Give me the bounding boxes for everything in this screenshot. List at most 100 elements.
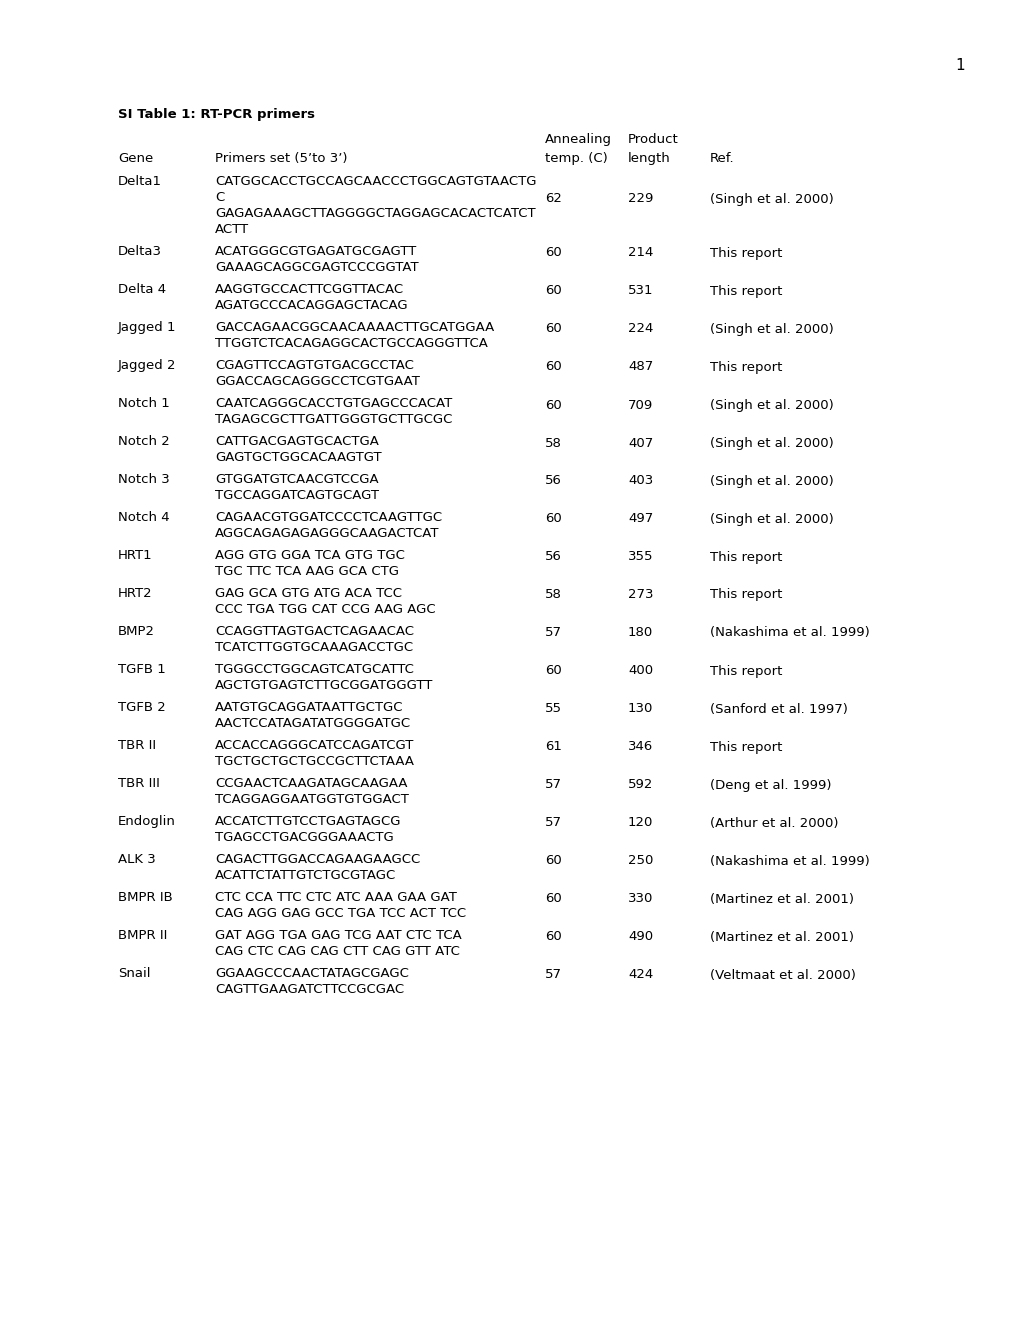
Text: CAG AGG GAG GCC TGA TCC ACT TCC: CAG AGG GAG GCC TGA TCC ACT TCC — [215, 907, 466, 920]
Text: 250: 250 — [628, 854, 653, 867]
Text: 57: 57 — [544, 969, 561, 982]
Text: GAAAGCAGGCGAGTCCCGGTAT: GAAAGCAGGCGAGTCCCGGTAT — [215, 261, 418, 275]
Text: AATGTGCAGGATAATTGCTGC: AATGTGCAGGATAATTGCTGC — [215, 701, 404, 714]
Text: 180: 180 — [628, 627, 652, 639]
Text: 60: 60 — [544, 322, 561, 335]
Text: 57: 57 — [544, 779, 561, 792]
Text: Jagged 1: Jagged 1 — [118, 321, 176, 334]
Text: CATTGACGAGTGCACTGA: CATTGACGAGTGCACTGA — [215, 436, 378, 447]
Text: CAGAACGTGGATCCCCTCAAGTTGC: CAGAACGTGGATCCCCTCAAGTTGC — [215, 511, 441, 524]
Text: CAGACTTGGACCAGAAGAAGCC: CAGACTTGGACCAGAAGAAGCC — [215, 853, 420, 866]
Text: TCATCTTGGTGCAAAGACCTGC: TCATCTTGGTGCAAAGACCTGC — [215, 642, 413, 653]
Text: Product: Product — [628, 133, 678, 147]
Text: GAGTGCTGGCACAAGTGT: GAGTGCTGGCACAAGTGT — [215, 451, 381, 465]
Text: GTGGATGTCAACGTCCGA: GTGGATGTCAACGTCCGA — [215, 473, 378, 486]
Text: 224: 224 — [628, 322, 653, 335]
Text: HRT2: HRT2 — [118, 587, 153, 601]
Text: 60: 60 — [544, 247, 561, 260]
Text: TGC TTC TCA AAG GCA CTG: TGC TTC TCA AAG GCA CTG — [215, 565, 398, 578]
Text: 346: 346 — [628, 741, 652, 754]
Text: CCC TGA TGG CAT CCG AAG AGC: CCC TGA TGG CAT CCG AAG AGC — [215, 603, 435, 616]
Text: 531: 531 — [628, 285, 653, 297]
Text: This report: This report — [709, 247, 782, 260]
Text: ACTT: ACTT — [215, 223, 249, 236]
Text: TTGGTCTCACAGAGGCACTGCCAGGGTTCA: TTGGTCTCACAGAGGCACTGCCAGGGTTCA — [215, 337, 487, 350]
Text: (Sanford et al. 1997): (Sanford et al. 1997) — [709, 702, 847, 715]
Text: Delta 4: Delta 4 — [118, 282, 166, 296]
Text: TCAGGAGGAATGGTGTGGACT: TCAGGAGGAATGGTGTGGACT — [215, 793, 409, 807]
Text: 60: 60 — [544, 285, 561, 297]
Text: CTC CCA TTC CTC ATC AAA GAA GAT: CTC CCA TTC CTC ATC AAA GAA GAT — [215, 891, 457, 904]
Text: This report: This report — [709, 360, 782, 374]
Text: BMP2: BMP2 — [118, 624, 155, 638]
Text: 57: 57 — [544, 817, 561, 829]
Text: Snail: Snail — [118, 968, 151, 979]
Text: CGAGTTCCAGTGTGACGCCTAC: CGAGTTCCAGTGTGACGCCTAC — [215, 359, 414, 372]
Text: TBR II: TBR II — [118, 739, 156, 752]
Text: CCGAACTCAAGATAGCAAGAA: CCGAACTCAAGATAGCAAGAA — [215, 777, 408, 789]
Text: 709: 709 — [628, 399, 652, 412]
Text: CAG CTC CAG CAG CTT CAG GTT ATC: CAG CTC CAG CAG CTT CAG GTT ATC — [215, 945, 460, 958]
Text: 58: 58 — [544, 437, 561, 450]
Text: ACATTCTATTGTCTGCGTAGC: ACATTCTATTGTCTGCGTAGC — [215, 869, 395, 882]
Text: (Singh et al. 2000): (Singh et al. 2000) — [709, 322, 833, 335]
Text: AGCTGTGAGTCTTGCGGATGGGTT: AGCTGTGAGTCTTGCGGATGGGTT — [215, 678, 433, 692]
Text: This report: This report — [709, 285, 782, 297]
Text: temp. (C): temp. (C) — [544, 152, 607, 165]
Text: 60: 60 — [544, 931, 561, 944]
Text: 60: 60 — [544, 664, 561, 677]
Text: CATGGCACCTGCCAGCAACCCTGGCAGTGTAACTG: CATGGCACCTGCCAGCAACCCTGGCAGTGTAACTG — [215, 176, 536, 187]
Text: Notch 4: Notch 4 — [118, 511, 169, 524]
Text: AACTCCATAGATATGGGGATGC: AACTCCATAGATATGGGGATGC — [215, 717, 411, 730]
Text: 330: 330 — [628, 892, 653, 906]
Text: 130: 130 — [628, 702, 653, 715]
Text: 56: 56 — [544, 474, 561, 487]
Text: 60: 60 — [544, 854, 561, 867]
Text: AGG GTG GGA TCA GTG TGC: AGG GTG GGA TCA GTG TGC — [215, 549, 405, 562]
Text: (Singh et al. 2000): (Singh et al. 2000) — [709, 399, 833, 412]
Text: (Martinez et al. 2001): (Martinez et al. 2001) — [709, 931, 853, 944]
Text: (Singh et al. 2000): (Singh et al. 2000) — [709, 193, 833, 206]
Text: AGATGCCCACAGGAGCTACAG: AGATGCCCACAGGAGCTACAG — [215, 300, 409, 312]
Text: 57: 57 — [544, 627, 561, 639]
Text: (Veltmaat et al. 2000): (Veltmaat et al. 2000) — [709, 969, 855, 982]
Text: Primers set (5ʼto 3ʼ): Primers set (5ʼto 3ʼ) — [215, 152, 347, 165]
Text: BMPR IB: BMPR IB — [118, 891, 172, 904]
Text: (Singh et al. 2000): (Singh et al. 2000) — [709, 474, 833, 487]
Text: Delta1: Delta1 — [118, 176, 162, 187]
Text: GAGAGAAAGCTTAGGGGCTAGGAGCACACTCATCT: GAGAGAAAGCTTAGGGGCTAGGAGCACACTCATCT — [215, 207, 535, 220]
Text: AGGCAGAGAGAGGGCAAGACTCAT: AGGCAGAGAGAGGGCAAGACTCAT — [215, 527, 439, 540]
Text: This report: This report — [709, 741, 782, 754]
Text: GGAAGCCCAACTATAGCGAGC: GGAAGCCCAACTATAGCGAGC — [215, 968, 409, 979]
Text: This report: This report — [709, 550, 782, 564]
Text: TGFB 1: TGFB 1 — [118, 663, 166, 676]
Text: Jagged 2: Jagged 2 — [118, 359, 176, 372]
Text: TGFB 2: TGFB 2 — [118, 701, 166, 714]
Text: 214: 214 — [628, 247, 653, 260]
Text: Ref.: Ref. — [709, 152, 734, 165]
Text: 592: 592 — [628, 779, 653, 792]
Text: BMPR II: BMPR II — [118, 929, 167, 942]
Text: (Arthur et al. 2000): (Arthur et al. 2000) — [709, 817, 838, 829]
Text: 62: 62 — [544, 193, 561, 206]
Text: 487: 487 — [628, 360, 652, 374]
Text: 400: 400 — [628, 664, 652, 677]
Text: 273: 273 — [628, 589, 653, 602]
Text: GACCAGAACGGCAACAAAACTTGCATGGAA: GACCAGAACGGCAACAAAACTTGCATGGAA — [215, 321, 494, 334]
Text: 355: 355 — [628, 550, 653, 564]
Text: Endoglin: Endoglin — [118, 814, 175, 828]
Text: 407: 407 — [628, 437, 652, 450]
Text: 1: 1 — [954, 58, 964, 73]
Text: Gene: Gene — [118, 152, 153, 165]
Text: 55: 55 — [544, 702, 561, 715]
Text: CAATCAGGGCACCTGTGAGCCCACAT: CAATCAGGGCACCTGTGAGCCCACAT — [215, 397, 451, 411]
Text: Delta3: Delta3 — [118, 246, 162, 257]
Text: 60: 60 — [544, 512, 561, 525]
Text: ACCATCTTGTCCTGAGTAGCG: ACCATCTTGTCCTGAGTAGCG — [215, 814, 401, 828]
Text: TGCTGCTGCTGCCGCTTCTAAA: TGCTGCTGCTGCCGCTTCTAAA — [215, 755, 414, 768]
Text: ACATGGGCGTGAGATGCGAGTT: ACATGGGCGTGAGATGCGAGTT — [215, 246, 417, 257]
Text: (Singh et al. 2000): (Singh et al. 2000) — [709, 437, 833, 450]
Text: GAT AGG TGA GAG TCG AAT CTC TCA: GAT AGG TGA GAG TCG AAT CTC TCA — [215, 929, 462, 942]
Text: 229: 229 — [628, 193, 653, 206]
Text: CCAGGTTAGTGACTCAGAACAC: CCAGGTTAGTGACTCAGAACAC — [215, 624, 414, 638]
